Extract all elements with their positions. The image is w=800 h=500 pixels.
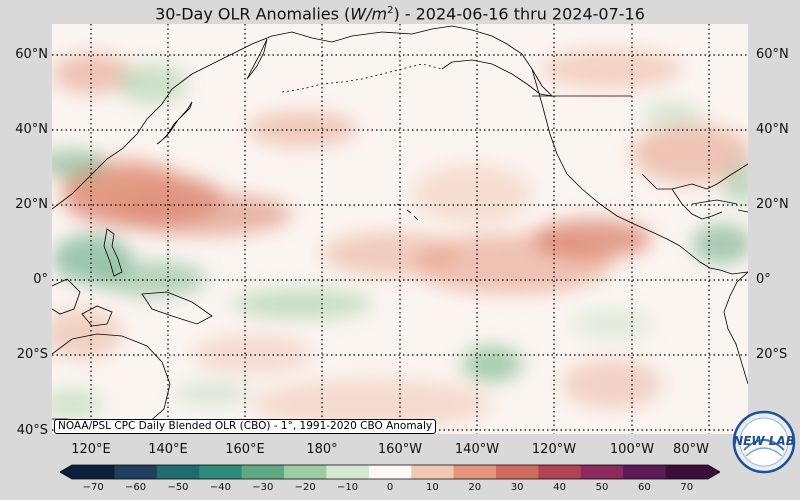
lat-label-20n-right: 20°N (756, 197, 789, 212)
title-suffix: ) - 2024-06-16 thru 2024-07-16 (393, 4, 645, 24)
title-unit-exponent: 2 (387, 5, 394, 16)
lat-label-40s-left: 40°S (16, 423, 48, 438)
colorbar-cell (199, 465, 243, 479)
map-title: 30-Day OLR Anomalies (W/m2) - 2024-06-16… (0, 0, 800, 25)
colorbar-tick-label: 40 (553, 482, 566, 493)
colorbar (60, 464, 720, 480)
colorbar-cell (665, 465, 709, 479)
colorbar-cell (72, 465, 115, 479)
colorbar-arrow-min (60, 465, 72, 479)
lon-label-120e: 120°E (71, 442, 111, 457)
colorbar-tick-label: −60 (125, 482, 147, 493)
lat-label-60n-right: 60°N (756, 47, 789, 62)
lat-label-40n-left: 40°N (15, 122, 48, 137)
colorbar-cell (156, 465, 200, 479)
colorbar-tick-label: −50 (167, 482, 189, 493)
colorbar-cell (326, 465, 370, 479)
colorbar-cell (368, 465, 412, 479)
colorbar-arrow-max (708, 465, 720, 479)
lat-label-40n-right: 40°N (756, 122, 789, 137)
colorbar-cell (580, 465, 624, 479)
lon-label-160w: 160°W (377, 442, 423, 457)
colorbar-cell (284, 465, 327, 479)
lat-label-20s-right: 20°S (756, 347, 788, 362)
lon-label-140w: 140°W (454, 442, 500, 457)
anomaly-field (52, 49, 748, 429)
lon-label-100w: 100°W (609, 442, 655, 457)
lon-label-120w: 120°W (531, 442, 577, 457)
colorbar-tick-label: 30 (510, 482, 524, 493)
colorbar-tick-label: −40 (209, 482, 231, 493)
colorbar-tick-label: −70 (82, 482, 104, 493)
colorbar-cell (114, 465, 158, 479)
lon-label-140e: 140°E (148, 442, 188, 457)
lat-label-0-right: 0° (756, 272, 771, 287)
source-note: NOAA/PSL CPC Daily Blended OLR (CBO) - 1… (54, 419, 437, 434)
title-unit: W/m (350, 4, 388, 24)
lon-label-160e: 160°E (225, 442, 265, 457)
lon-label-180: 180° (306, 442, 338, 457)
colorbar-cell (241, 465, 285, 479)
map-canvas (52, 24, 748, 434)
colorbar-cell (623, 465, 667, 479)
colorbar-tick-label: 0 (386, 482, 394, 493)
lon-label-80w: 80°W (673, 442, 709, 457)
colorbar-tick-label: 50 (595, 482, 609, 493)
colorbar-tick-label: 70 (680, 482, 694, 493)
logo-text: NEW LAB (733, 434, 795, 448)
colorbar-cell (496, 465, 539, 479)
colorbar-cell (411, 465, 455, 479)
colorbar-tick-label: 60 (638, 482, 651, 493)
lat-label-0-left: 0° (33, 272, 48, 287)
lat-label-60n-left: 60°N (15, 47, 48, 62)
colorbar-tick-label: −10 (337, 482, 359, 493)
colorbar-tick-label: −20 (294, 482, 316, 493)
colorbar-cell (453, 465, 497, 479)
psl-logo: NEW LAB (732, 410, 796, 474)
lat-label-20s-left: 20°S (16, 347, 48, 362)
colorbar-tick-label: 10 (426, 482, 439, 493)
colorbar-tick-label: −30 (252, 482, 274, 493)
lat-label-20n-left: 20°N (15, 197, 48, 212)
olr-anomaly-map (52, 24, 748, 434)
colorbar-outline (60, 464, 720, 480)
colorbar-tick-label: 20 (468, 482, 482, 493)
title-prefix: 30-Day OLR Anomalies ( (155, 4, 351, 24)
colorbar-cell (538, 465, 582, 479)
